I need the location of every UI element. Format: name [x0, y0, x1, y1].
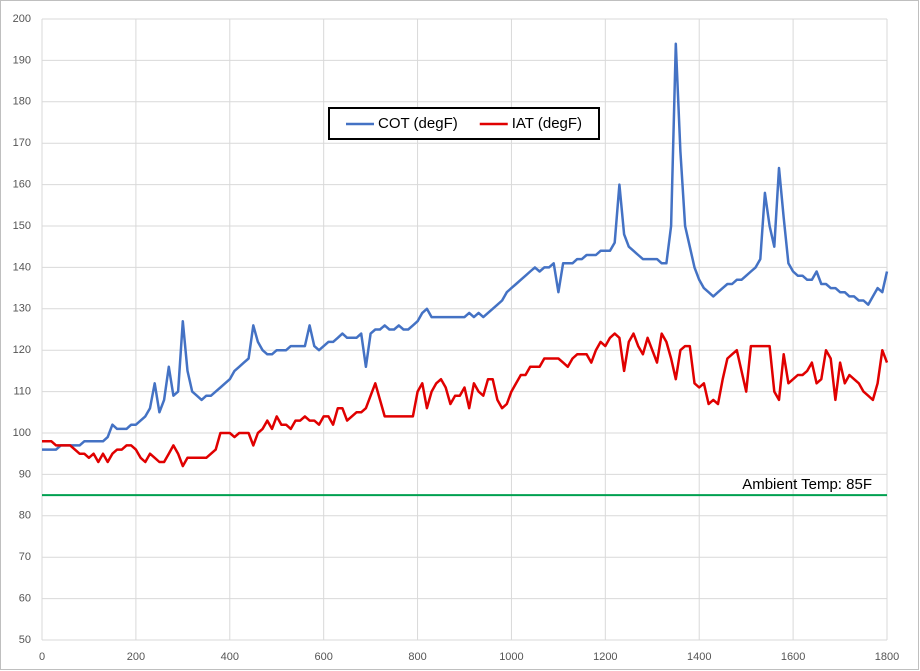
series-line [42, 332, 889, 468]
x-tick-label: 0 [39, 651, 45, 663]
x-tick-label: 200 [127, 651, 145, 663]
x-tick-label: 1000 [499, 651, 523, 663]
y-tick-label: 170 [13, 137, 31, 149]
x-tick-label: 1200 [593, 651, 617, 663]
reference-label: Ambient Temp: 85F [742, 476, 872, 493]
y-tick-label: 90 [19, 468, 31, 480]
x-tick-label: 400 [221, 651, 239, 663]
legend-label: IAT (degF) [512, 115, 582, 132]
y-tick-label: 100 [13, 427, 31, 439]
legend: COT (degF) IAT (degF) [328, 107, 600, 140]
y-tick-label: 160 [13, 179, 31, 191]
y-tick-label: 180 [13, 96, 31, 108]
x-tick-label: 800 [408, 651, 426, 663]
x-tick-label: 600 [314, 651, 332, 663]
x-tick-label: 1600 [781, 651, 805, 663]
y-tick-label: 110 [13, 386, 31, 398]
x-tick-label: 1400 [687, 651, 711, 663]
x-tick-label: 1800 [875, 651, 899, 663]
y-tick-label: 140 [13, 261, 31, 273]
y-tick-label: 50 [19, 634, 31, 646]
y-tick-label: 130 [13, 303, 31, 315]
y-tick-label: 120 [13, 344, 31, 356]
y-tick-label: 80 [19, 510, 31, 522]
legend-label: COT (degF) [378, 115, 458, 132]
series-line [42, 42, 889, 451]
y-tick-label: 190 [13, 54, 31, 66]
y-tick-label: 200 [13, 13, 31, 25]
y-tick-label: 70 [19, 551, 31, 563]
y-tick-label: 150 [13, 220, 31, 232]
y-tick-label: 60 [19, 593, 31, 605]
